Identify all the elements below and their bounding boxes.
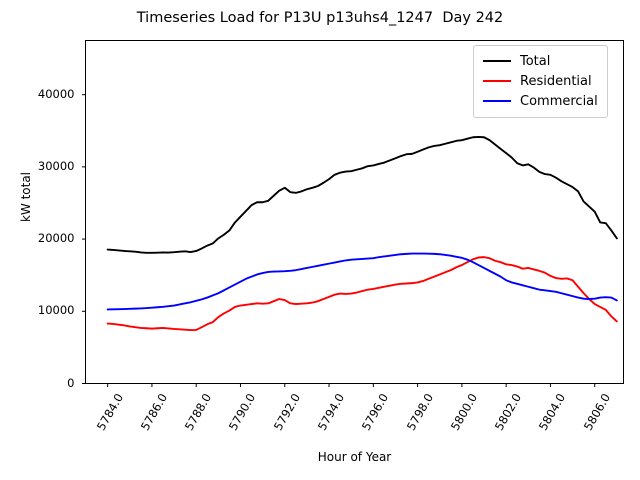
chart-legend: Total Residential Commercial (473, 45, 608, 118)
legend-label-commercial: Commercial (520, 93, 598, 109)
chart-title: Timeseries Load for P13U p13uhs4_1247 Da… (136, 10, 504, 26)
y-tick-label: 30000 (37, 158, 75, 173)
y-tick-label: 0 (67, 375, 75, 390)
y-tick-label: 20000 (37, 231, 75, 246)
y-tick-label: 10000 (37, 303, 75, 318)
legend-item-residential[interactable]: Residential (483, 71, 598, 91)
legend-item-total[interactable]: Total (483, 51, 598, 71)
data-line-commercial (106, 252, 618, 311)
data-line-residential (106, 256, 618, 332)
y-tick-label: 40000 (37, 86, 75, 101)
data-lines (106, 135, 618, 332)
plot-frame (85, 40, 624, 384)
legend-swatch-residential (483, 80, 511, 82)
x-axis-label: Hour of Year (317, 450, 392, 464)
legend-item-commercial[interactable]: Commercial (483, 91, 598, 111)
legend-swatch-commercial (483, 100, 511, 102)
legend-label-residential: Residential (520, 73, 592, 89)
data-line-total (106, 135, 618, 254)
legend-label-total: Total (520, 53, 551, 69)
axis-ticks (82, 94, 596, 387)
legend-swatch-total (483, 60, 511, 62)
